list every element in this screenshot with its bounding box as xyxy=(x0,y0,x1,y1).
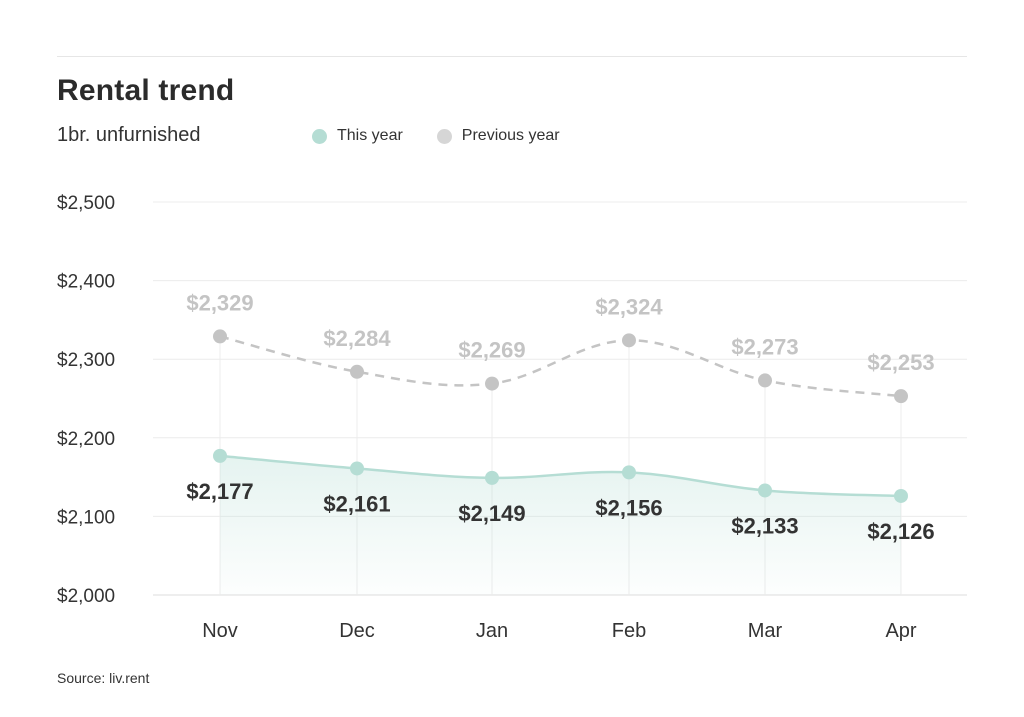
source-note: Source: liv.rent xyxy=(57,670,150,686)
this-year-point-feb xyxy=(622,465,636,480)
previous-year-point-apr xyxy=(894,389,908,404)
previous-year-label-apr: $2,253 xyxy=(867,350,934,375)
previous-year-label-feb: $2,324 xyxy=(595,294,663,319)
legend-item-previous-year: Previous year xyxy=(436,127,560,145)
legend-label-this-year: This year xyxy=(337,127,403,144)
legend: This year Previous year xyxy=(312,127,594,145)
x-tick-label: Apr xyxy=(885,620,916,642)
this-year-point-jan xyxy=(485,470,499,485)
previous-year-label-nov: $2,329 xyxy=(186,290,253,315)
previous-year-point-nov xyxy=(213,329,227,344)
legend-item-this-year: This year xyxy=(312,127,403,145)
point-layer xyxy=(213,329,908,503)
x-tick-label: Dec xyxy=(339,620,375,642)
y-tick-label: $2,000 xyxy=(57,586,115,607)
line-layer xyxy=(219,335,902,498)
chart-subtitle: 1br. unfurnished xyxy=(57,124,201,146)
previous-year-point-dec xyxy=(350,364,364,379)
previous-year-point-feb xyxy=(622,333,636,348)
previous-year-point-jan xyxy=(485,376,499,391)
this-year-point-nov xyxy=(213,448,227,463)
top-divider xyxy=(57,56,967,57)
x-tick-label: Feb xyxy=(612,620,646,642)
axis-layer: $2,000 $2,100 $2,200 $2,300 $2,400 $2,500 Nov D… xyxy=(57,193,917,642)
this-year-label-dec: $2,161 xyxy=(323,491,390,516)
this-year-line xyxy=(219,454,902,498)
this-year-label-feb: $2,156 xyxy=(595,495,662,520)
y-tick-label: $2,200 xyxy=(57,429,115,450)
this-year-area xyxy=(220,455,901,595)
this-year-label-jan: $2,149 xyxy=(458,501,525,526)
previous-year-label-jan: $2,269 xyxy=(458,338,525,363)
y-tick-label: $2,300 xyxy=(57,350,115,371)
x-tick-label: Mar xyxy=(748,620,783,642)
y-tick-label: $2,100 xyxy=(57,507,115,528)
previous-year-label-mar: $2,273 xyxy=(731,334,798,359)
previous-year-line xyxy=(219,335,902,398)
this-year-point-mar xyxy=(758,483,772,498)
this-year-point-apr xyxy=(894,488,908,503)
area-layer xyxy=(220,455,901,595)
chart-title: Rental trend xyxy=(57,74,235,107)
this-year-label-nov: $2,177 xyxy=(186,479,253,504)
legend-label-previous-year: Previous year xyxy=(461,127,560,144)
previous-year-label-dec: $2,284 xyxy=(323,326,391,351)
legend-dot-previous-year xyxy=(436,128,452,144)
x-tick-label: Nov xyxy=(202,620,238,642)
y-tick-label: $2,400 xyxy=(57,272,115,293)
this-year-label-mar: $2,133 xyxy=(731,513,798,538)
previous-year-point-mar xyxy=(758,373,772,388)
this-year-label-apr: $2,126 xyxy=(867,519,934,544)
x-tick-label: Jan xyxy=(476,620,508,642)
this-year-point-dec xyxy=(350,461,364,476)
legend-dot-this-year xyxy=(312,128,327,144)
label-layer: $2,329 $2,284 $2,269 $2,324 $2,273 $2,253 $2,1… xyxy=(186,290,934,544)
y-tick-label: $2,500 xyxy=(57,193,115,214)
